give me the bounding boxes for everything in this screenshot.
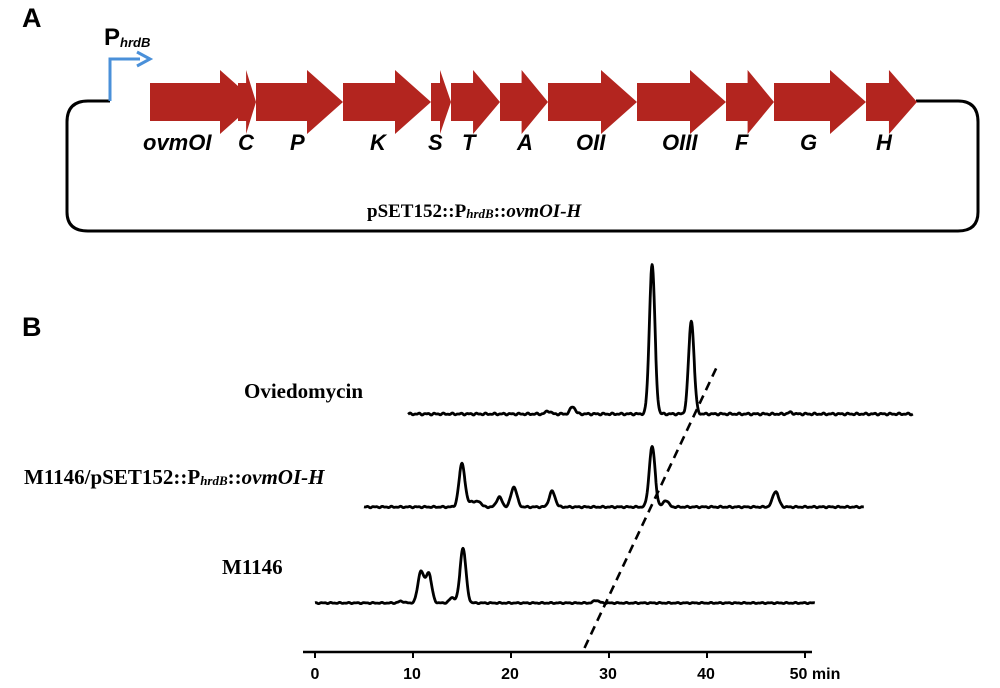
gene-label-OII: OII [576,130,606,155]
gene-arrow-T [451,70,500,134]
x-tick-label-20: 20 [501,666,519,683]
trace-label-m1146-pset152: M1146/pSET152::PhrdB::ovmOI-H [24,465,325,489]
trace-m1146 [314,546,816,605]
gene-arrows [150,70,917,134]
gene-arrow-K [343,70,431,134]
gene-arrow-C [238,70,256,134]
x-axis-tick-labels: 0 10 20 30 40 50 min [311,666,841,683]
gene-arrow-G [774,70,866,134]
gene-label-C: C [238,130,255,155]
x-tick-label-30: 30 [599,666,617,683]
chromatogram-traces [314,263,914,605]
gene-labels: ovmOI C P K S T A OII OIII F G H [143,130,893,155]
dashed-guide-line [583,366,718,649]
x-tick-label-40: 40 [697,666,715,683]
x-tick-label-10: 10 [403,666,421,683]
gene-label-P: P [290,130,305,155]
gene-arrow-OII [548,70,637,134]
gene-label-T: T [462,130,477,155]
promoter-arrow [108,50,154,101]
panel-a: A PhrdB ovmOI C P K S T A OII OIII F G H… [22,3,980,233]
gene-arrow-H [866,70,917,134]
trace-m1146-pset152 [363,445,865,510]
gene-arrow-OIII [637,70,726,134]
panel-b-letter: B [22,312,42,342]
gene-arrow-S [431,70,451,134]
plasmid-backbone [65,99,980,233]
gene-label-OIII: OIII [662,130,698,155]
gene-arrow-A [500,70,548,134]
gene-label-S: S [428,130,443,155]
panel-a-letter: A [22,3,42,33]
panel-b: B Oviedomycin M1146/pSET152::PhrdB::ovmO… [22,263,914,683]
trace-label-oviedomycin: Oviedomycin [244,379,363,403]
x-tick-label-50: 50 min [790,666,841,683]
gene-label-F: F [735,130,749,155]
gene-label-ovmOI: ovmOI [143,130,212,155]
plasmid-label: pSET152::PhrdB::ovmOI-H [367,201,583,222]
promoter-label: PhrdB [104,24,150,51]
trace-label-m1146: M1146 [222,555,283,579]
x-tick-label-0: 0 [311,666,320,683]
gene-label-H: H [876,130,893,155]
x-axis-ticks [314,652,806,658]
gene-arrow-F [726,70,774,134]
trace-oviedomycin [407,263,914,417]
gene-label-K: K [370,130,388,155]
gene-arrow-ovmOI [150,70,256,134]
gene-label-G: G [800,130,817,155]
gene-label-A: A [516,130,533,155]
gene-arrow-P [256,70,343,134]
